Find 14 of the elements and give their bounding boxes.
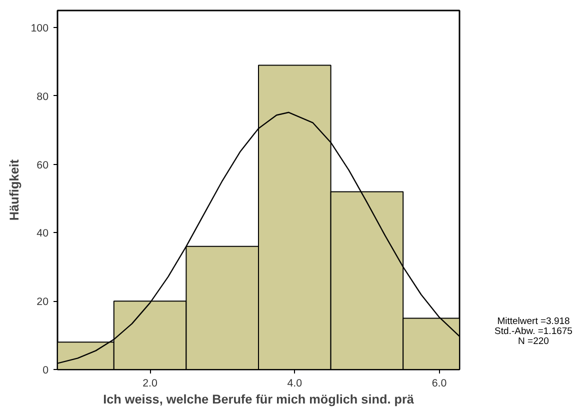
y-tick-label: 60 bbox=[36, 159, 49, 172]
x-axis-title: Ich weiss, welche Berufe für mich möglich sind. prä bbox=[103, 392, 415, 406]
y-tick-label: 0 bbox=[42, 364, 49, 376]
text: Std.-Abw. =1.1675 bbox=[494, 326, 572, 337]
y-tick-label: 20 bbox=[36, 296, 49, 308]
x-tick-label: 4.0 bbox=[287, 378, 302, 390]
y-tick-label: 100 bbox=[30, 22, 49, 35]
y-axis-title: Häufigkeit bbox=[8, 158, 22, 221]
y-tick-label: 80 bbox=[36, 90, 49, 103]
x-tick-label: 6.0 bbox=[432, 378, 447, 390]
text: N =220 bbox=[518, 336, 549, 347]
y-tick-label: 40 bbox=[36, 228, 49, 240]
text: Mittelwert =3.918 bbox=[497, 316, 570, 327]
x-tick-label: 2.0 bbox=[142, 378, 158, 390]
